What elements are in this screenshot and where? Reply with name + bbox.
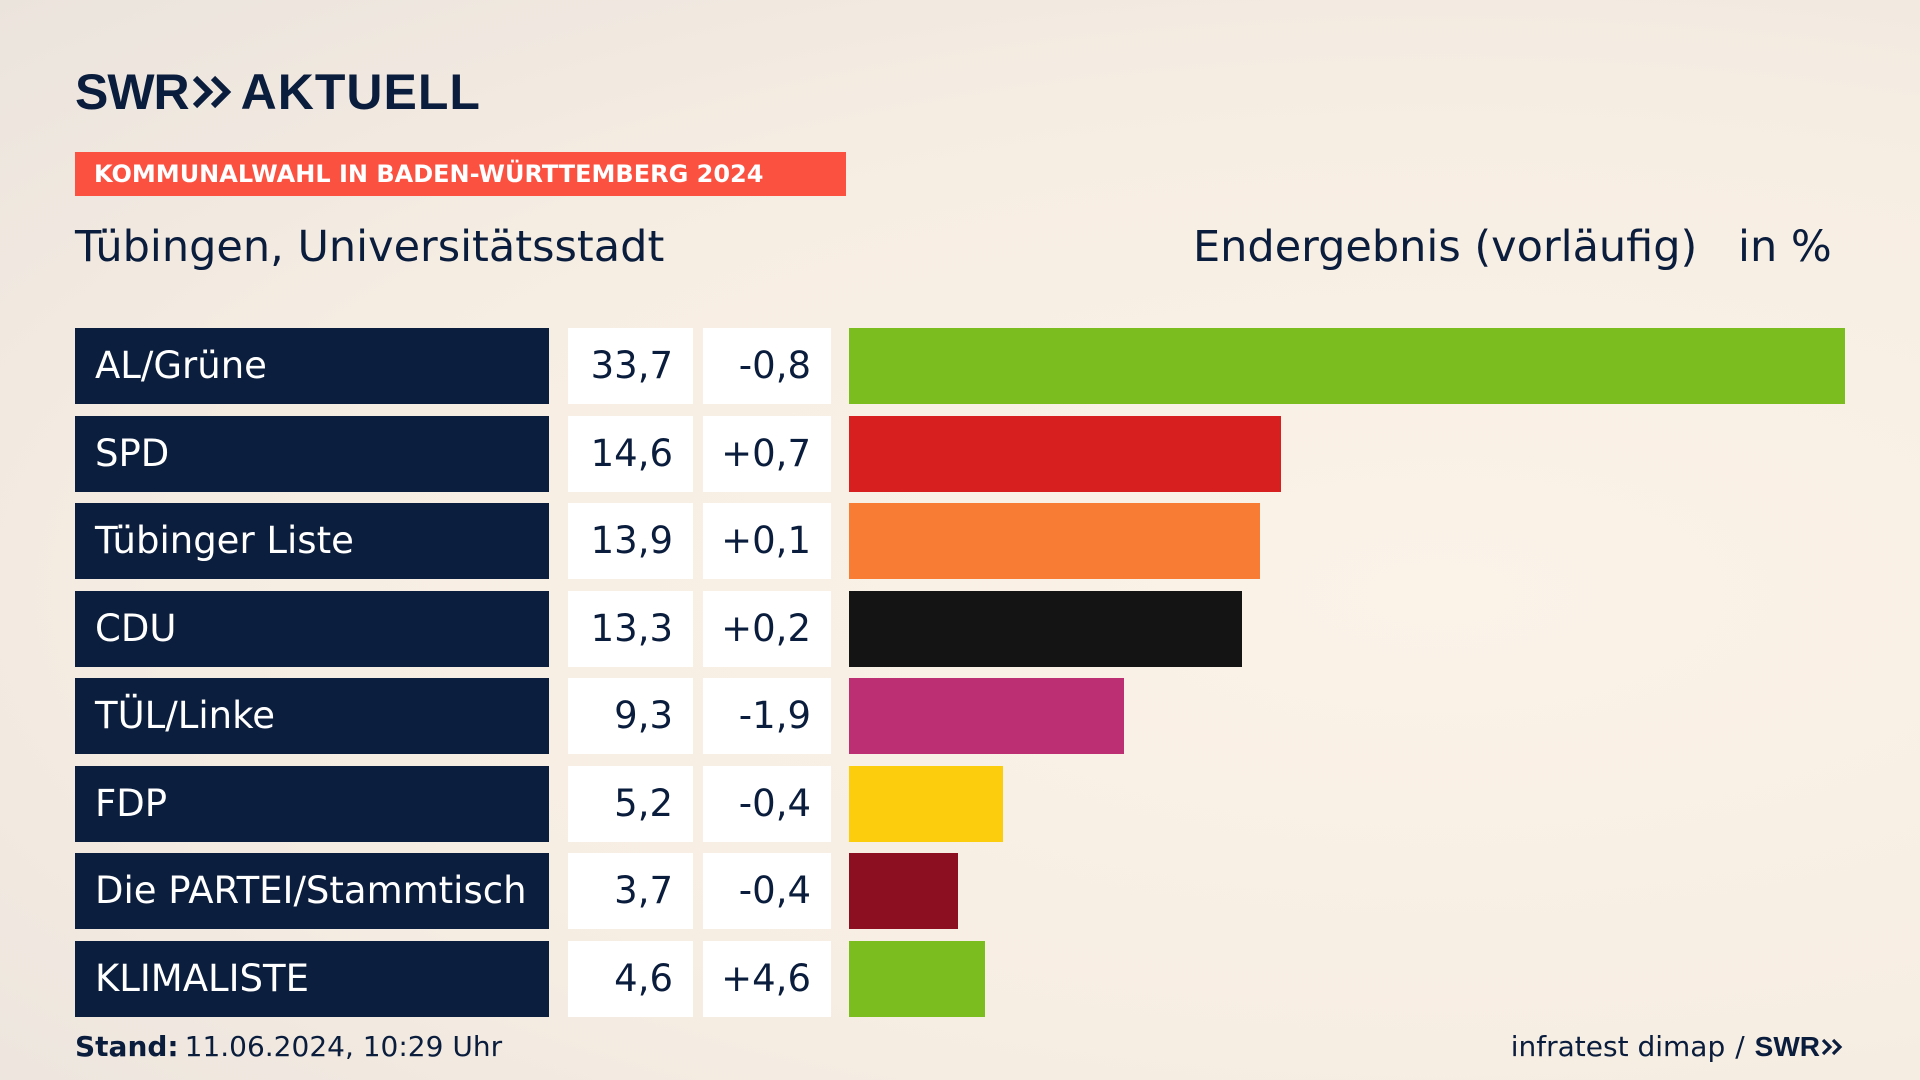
party-label: Die PARTEI/Stammtisch	[75, 853, 549, 929]
double-chevron-icon	[192, 75, 231, 109]
party-label: FDP	[75, 766, 549, 842]
timestamp-value: 11.06.2024, 10:29 Uhr	[184, 1030, 503, 1063]
small-chevron-icon	[1822, 1038, 1843, 1055]
result-row: AL/Grüne 33,7 -0,8	[0, 328, 1920, 404]
source-brand: SWR	[1754, 1030, 1820, 1062]
vote-share-value: 9,3	[568, 678, 693, 754]
result-bar	[849, 591, 1242, 667]
party-label: SPD	[75, 416, 549, 492]
change-value: +0,2	[703, 591, 831, 667]
change-value: -0,4	[703, 853, 831, 929]
result-row: CDU 13,3 +0,2	[0, 591, 1920, 667]
change-value: -0,8	[703, 328, 831, 404]
election-badge: KOMMUNALWAHL IN BADEN-WÜRTTEMBERG 2024	[75, 152, 846, 196]
result-row: SPD 14,6 +0,7	[0, 416, 1920, 492]
result-row: Tübinger Liste 13,9 +0,1	[0, 503, 1920, 579]
swr-small-logo: SWR	[1755, 1031, 1844, 1063]
result-row: KLIMALISTE 4,6 +4,6	[0, 941, 1920, 1017]
result-row: FDP 5,2 -0,4	[0, 766, 1920, 842]
source-credit: infratest dimap / SWR	[1511, 1030, 1844, 1063]
result-bar	[849, 328, 1845, 404]
result-row: TÜL/Linke 9,3 -1,9	[0, 678, 1920, 754]
change-value: +0,7	[703, 416, 831, 492]
result-bar	[849, 766, 1003, 842]
result-bar	[849, 941, 985, 1017]
vote-share-value: 33,7	[568, 328, 693, 404]
party-label: CDU	[75, 591, 549, 667]
brand-suffix: AKTUELL	[240, 64, 481, 120]
result-row: Die PARTEI/Stammtisch 3,7 -0,4	[0, 853, 1920, 929]
result-bar	[849, 678, 1124, 754]
party-label: TÜL/Linke	[75, 678, 549, 754]
unit-label: in %	[1738, 222, 1832, 272]
vote-share-value: 13,3	[568, 591, 693, 667]
timestamp-label: Stand:	[75, 1030, 179, 1063]
place-title: Tübingen, Universitätsstadt	[75, 222, 665, 272]
vote-share-value: 4,6	[568, 941, 693, 1017]
vote-share-value: 14,6	[568, 416, 693, 492]
change-value: +4,6	[703, 941, 831, 1017]
source-name: infratest dimap	[1510, 1030, 1726, 1063]
change-value: -0,4	[703, 766, 831, 842]
change-value: -1,9	[703, 678, 831, 754]
party-label: Tübinger Liste	[75, 503, 549, 579]
vote-share-value: 13,9	[568, 503, 693, 579]
source-separator: /	[1735, 1030, 1745, 1063]
result-bar	[849, 853, 958, 929]
result-bar	[849, 416, 1281, 492]
timestamp: Stand: 11.06.2024, 10:29 Uhr	[75, 1030, 502, 1063]
result-status: Endergebnis (vorläufig)	[1193, 222, 1698, 272]
vote-share-value: 3,7	[568, 853, 693, 929]
party-label: AL/Grüne	[75, 328, 549, 404]
result-bar	[849, 503, 1260, 579]
party-label: KLIMALISTE	[75, 941, 549, 1017]
brand-name: SWR	[75, 64, 190, 120]
swr-aktuell-logo: SWR AKTUELL	[75, 64, 481, 120]
vote-share-value: 5,2	[568, 766, 693, 842]
change-value: +0,1	[703, 503, 831, 579]
